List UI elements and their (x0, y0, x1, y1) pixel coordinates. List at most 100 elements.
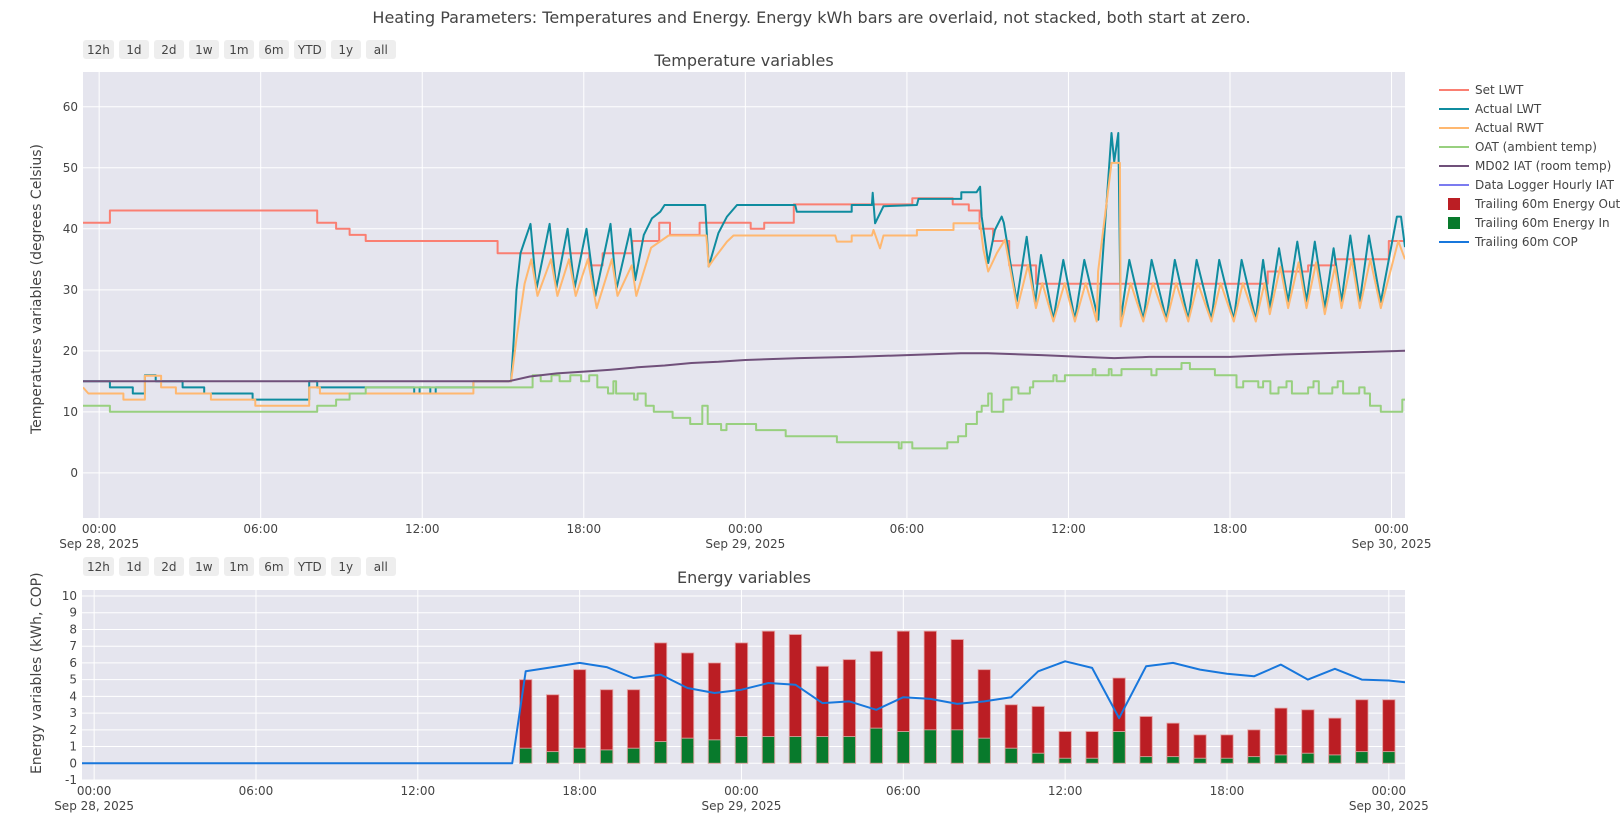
legend-label: Trailing 60m Energy Out (1475, 196, 1621, 211)
legend-item[interactable]: Trailing 60m Energy Out (1439, 194, 1620, 213)
range-selector-bottom: 12h 1d 2d 1w 1m 6m YTD 1y all (83, 557, 396, 576)
x-tick-label: 12:00 (401, 784, 436, 798)
range-button-1y[interactable]: 1y (330, 40, 361, 59)
bar-trailing-60m-energy-in (680, 737, 695, 764)
bar-trailing-60m-energy-in (545, 751, 560, 764)
plot-area (83, 72, 1405, 518)
bar-trailing-60m-energy-in (626, 747, 641, 764)
range-button-1w[interactable]: 1w (188, 40, 219, 59)
line-actual-rwt (83, 161, 1405, 407)
y-tick-label: 3 (69, 706, 77, 720)
line-md02-iat-room-temp (83, 349, 1405, 383)
legend-line-icon (1439, 139, 1469, 155)
legend-square-icon (1439, 196, 1469, 212)
plot-marks (83, 132, 1405, 450)
range-button-1w[interactable]: 1w (188, 557, 219, 576)
x-tick-label: 00:00 (724, 784, 759, 798)
range-button-1d[interactable]: 1d (118, 40, 149, 59)
line-set-lwt (83, 197, 1405, 285)
y-tick-label: 10 (63, 405, 78, 419)
bar-trailing-60m-energy-in (950, 729, 964, 764)
range-button-1m[interactable]: 1m (223, 40, 254, 59)
legend-item[interactable]: OAT (ambient temp) (1439, 137, 1620, 156)
x-tick-date: Sep 29, 2025 (705, 537, 785, 551)
range-button-6m[interactable]: 6m (258, 40, 289, 59)
x-tick-date: Sep 28, 2025 (54, 799, 134, 813)
bar-trailing-60m-energy-in (788, 736, 803, 764)
x-tick-date: Sep 30, 2025 (1349, 799, 1429, 813)
legend-label: OAT (ambient temp) (1475, 139, 1597, 154)
bar-trailing-60m-energy-in (1139, 756, 1153, 764)
legend-line-icon (1439, 158, 1469, 174)
x-tick-label: 00:00 (82, 522, 117, 536)
plot-marks (82, 630, 1405, 765)
y-tick-label: 8 (69, 622, 77, 636)
legend-label: Trailing 60m COP (1475, 234, 1578, 249)
bar-trailing-60m-energy-in (1166, 756, 1180, 764)
bar-trailing-60m-energy-in (734, 736, 749, 764)
range-button-1m[interactable]: 1m (223, 557, 254, 576)
bar-trailing-60m-energy-in (761, 736, 776, 764)
range-button-2d[interactable]: 2d (153, 40, 184, 59)
y-tick-label: 9 (69, 606, 77, 620)
legend-item[interactable]: Set LWT (1439, 80, 1620, 99)
y-tick-label: 20 (63, 344, 78, 358)
x-tick-label: 00:00 (1374, 522, 1409, 536)
bar-trailing-60m-energy-in (896, 730, 911, 764)
legend-label: Actual RWT (1475, 120, 1544, 135)
range-button-6m[interactable]: 6m (258, 557, 289, 576)
bar-trailing-60m-energy-in (1220, 757, 1234, 764)
line-actual-lwt (83, 132, 1405, 401)
legend-label: Set LWT (1475, 82, 1524, 97)
x-tick-label: 06:00 (243, 522, 278, 536)
y-tick-label: 1 (69, 740, 77, 754)
bar-trailing-60m-energy-in (1247, 756, 1261, 764)
y-tick-label: 4 (69, 689, 77, 703)
y-tick-label: 0 (69, 756, 77, 770)
range-button-2d[interactable]: 2d (153, 557, 184, 576)
x-tick-label: 06:00 (886, 784, 921, 798)
range-button-12h[interactable]: 12h (83, 557, 114, 576)
range-button-1d[interactable]: 1d (118, 557, 149, 576)
range-button-all[interactable]: all (365, 40, 396, 59)
bar-trailing-60m-energy-in (977, 737, 991, 764)
range-button-ytd[interactable]: YTD (293, 40, 326, 59)
legend-item[interactable]: MD02 IAT (room temp) (1439, 156, 1620, 175)
legend-item[interactable]: Actual RWT (1439, 118, 1620, 137)
legend: Set LWT Actual LWT Actual RWT OAT (ambient … (1439, 80, 1620, 251)
bar-trailing-60m-energy-in (1382, 751, 1396, 764)
range-button-1y[interactable]: 1y (330, 557, 361, 576)
range-button-all[interactable]: all (365, 557, 396, 576)
legend-item[interactable]: Trailing 60m Energy In (1439, 213, 1620, 232)
bar-trailing-60m-energy-in (572, 747, 587, 764)
bar-trailing-60m-energy-in (599, 749, 614, 764)
bar-trailing-60m-energy-in (815, 736, 830, 764)
legend-item[interactable]: Data Logger Hourly IAT (1439, 175, 1620, 194)
y-tick-label: 10 (62, 589, 77, 603)
y-tick-label: 30 (63, 283, 78, 297)
x-tick-label: 18:00 (1210, 784, 1245, 798)
legend-label: Actual LWT (1475, 101, 1542, 116)
bar-trailing-60m-energy-in (1004, 747, 1018, 764)
y-tick-label: 5 (69, 673, 77, 687)
bar-trailing-60m-energy-in (653, 741, 668, 764)
range-button-ytd[interactable]: YTD (293, 557, 326, 576)
x-tick-label: 12:00 (405, 522, 440, 536)
bar-trailing-60m-energy-in (1112, 730, 1126, 764)
x-tick-label: 06:00 (890, 522, 925, 536)
line-oat-ambient-temp (83, 362, 1405, 450)
range-button-12h[interactable]: 12h (83, 40, 114, 59)
bar-trailing-60m-energy-in (1058, 757, 1072, 764)
x-tick-label: 00:00 (728, 522, 763, 536)
bar-trailing-60m-energy-in (1031, 752, 1045, 764)
y-tick-label: 60 (63, 100, 78, 114)
legend-item[interactable]: Trailing 60m COP (1439, 232, 1620, 251)
bar-trailing-60m-energy-in (1328, 754, 1342, 764)
bar-trailing-60m-energy-in (1085, 757, 1099, 764)
legend-line-icon (1439, 234, 1469, 250)
y-tick-label: 0 (70, 466, 78, 480)
legend-item[interactable]: Actual LWT (1439, 99, 1620, 118)
